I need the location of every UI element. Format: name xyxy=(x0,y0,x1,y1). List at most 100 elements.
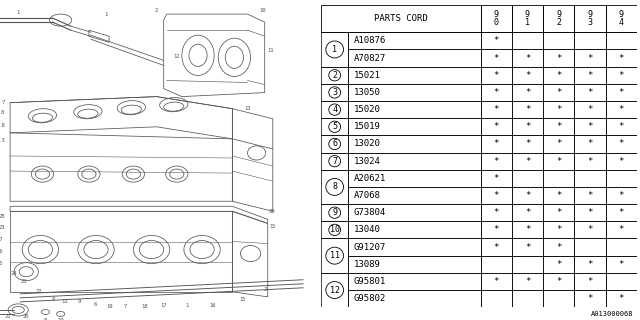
Text: 24: 24 xyxy=(11,271,17,276)
Text: 15: 15 xyxy=(239,297,246,302)
Text: 6: 6 xyxy=(93,302,97,308)
Text: *: * xyxy=(493,191,499,200)
Text: 1: 1 xyxy=(17,10,20,15)
Text: 12: 12 xyxy=(330,285,340,294)
Text: 7: 7 xyxy=(332,157,337,166)
Text: *: * xyxy=(618,260,624,269)
Text: *: * xyxy=(556,157,561,166)
Text: 9: 9 xyxy=(77,300,81,304)
Text: 20: 20 xyxy=(23,315,29,319)
Text: *: * xyxy=(588,140,593,148)
Text: 13089: 13089 xyxy=(354,260,381,269)
Text: 15021: 15021 xyxy=(354,71,381,80)
Text: 6: 6 xyxy=(332,140,337,148)
Text: *: * xyxy=(493,71,499,80)
Text: 13020: 13020 xyxy=(354,140,381,148)
Text: *: * xyxy=(588,88,593,97)
Text: *: * xyxy=(493,243,499,252)
Text: 23: 23 xyxy=(0,225,5,230)
Text: *: * xyxy=(556,225,561,234)
Text: A20621: A20621 xyxy=(354,174,386,183)
Text: G95802: G95802 xyxy=(354,294,386,303)
Text: *: * xyxy=(556,88,561,97)
Text: 19: 19 xyxy=(58,317,64,320)
Text: *: * xyxy=(525,105,530,114)
Text: 28: 28 xyxy=(0,214,5,219)
Text: *: * xyxy=(556,277,561,286)
Text: 2.3: 2.3 xyxy=(0,138,5,143)
Text: *: * xyxy=(556,260,561,269)
Text: *: * xyxy=(525,208,530,217)
Text: *: * xyxy=(618,208,624,217)
Text: 1: 1 xyxy=(332,45,337,54)
Text: *: * xyxy=(493,157,499,166)
Text: *: * xyxy=(556,122,561,131)
Text: *: * xyxy=(525,277,530,286)
Text: *: * xyxy=(493,36,499,45)
Text: 3: 3 xyxy=(332,88,337,97)
Text: 11: 11 xyxy=(330,251,340,260)
Text: *: * xyxy=(525,191,530,200)
Text: *: * xyxy=(618,294,624,303)
Text: 23: 23 xyxy=(21,279,28,284)
Text: 13040: 13040 xyxy=(354,225,381,234)
Text: 26: 26 xyxy=(0,249,3,254)
Text: 2: 2 xyxy=(332,71,337,80)
Text: A70827: A70827 xyxy=(354,53,386,63)
Text: *: * xyxy=(618,88,624,97)
Text: A10876: A10876 xyxy=(354,36,386,45)
Text: *: * xyxy=(493,174,499,183)
Text: 8: 8 xyxy=(332,182,337,191)
Text: G73804: G73804 xyxy=(354,208,386,217)
Text: *: * xyxy=(493,88,499,97)
Text: 15020: 15020 xyxy=(354,105,381,114)
Text: *: * xyxy=(618,105,624,114)
Text: *: * xyxy=(556,140,561,148)
Text: PARTS CORD: PARTS CORD xyxy=(374,14,428,23)
Text: 19: 19 xyxy=(106,304,113,309)
Text: *: * xyxy=(618,53,624,63)
Text: *: * xyxy=(588,260,593,269)
Text: 10: 10 xyxy=(259,8,266,12)
Text: *: * xyxy=(588,71,593,80)
Text: 11: 11 xyxy=(61,300,68,304)
Text: *: * xyxy=(525,243,530,252)
Text: G95801: G95801 xyxy=(354,277,386,286)
Text: 2: 2 xyxy=(263,287,266,292)
Text: *: * xyxy=(525,122,530,131)
Text: *: * xyxy=(493,53,499,63)
Text: *: * xyxy=(618,140,624,148)
Text: 27: 27 xyxy=(0,237,3,242)
Text: *: * xyxy=(493,122,499,131)
Text: *: * xyxy=(588,53,593,63)
Text: 8: 8 xyxy=(52,297,55,302)
Text: *: * xyxy=(588,157,593,166)
Text: 4: 4 xyxy=(332,105,337,114)
Text: 11: 11 xyxy=(268,48,274,53)
Text: *: * xyxy=(588,208,593,217)
Text: 21: 21 xyxy=(5,315,12,319)
Text: 9
2: 9 2 xyxy=(556,10,561,27)
Text: 17: 17 xyxy=(161,303,167,308)
Text: *: * xyxy=(556,191,561,200)
Text: *: * xyxy=(525,71,530,80)
Text: *: * xyxy=(618,122,624,131)
Text: *: * xyxy=(525,140,530,148)
Text: 13024: 13024 xyxy=(354,157,381,166)
Text: 8: 8 xyxy=(1,110,4,115)
Text: *: * xyxy=(525,88,530,97)
Text: 25: 25 xyxy=(0,261,3,266)
Text: 9
4: 9 4 xyxy=(619,10,624,27)
Text: *: * xyxy=(588,277,593,286)
Text: 5: 5 xyxy=(332,122,337,131)
Text: *: * xyxy=(556,208,561,217)
Text: 22: 22 xyxy=(35,289,42,294)
Text: 16: 16 xyxy=(209,303,216,308)
Text: 13: 13 xyxy=(244,106,251,111)
Text: *: * xyxy=(588,191,593,200)
Text: 7: 7 xyxy=(124,304,127,309)
Text: 7: 7 xyxy=(1,100,4,105)
Text: 13050: 13050 xyxy=(354,88,381,97)
Text: 8: 8 xyxy=(44,317,47,320)
Text: 18: 18 xyxy=(141,304,148,309)
